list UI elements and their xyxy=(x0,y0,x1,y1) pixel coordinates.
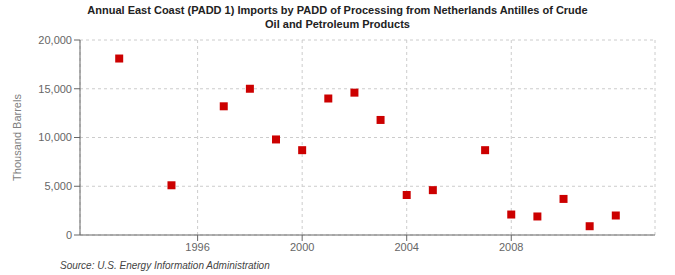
svg-text:10,000: 10,000 xyxy=(38,131,72,143)
svg-text:2008: 2008 xyxy=(499,241,523,253)
svg-text:Thousand Barrels: Thousand Barrels xyxy=(11,94,23,181)
html-text:Oil and Petroleum Products: Oil and Petroleum Products xyxy=(265,18,410,30)
svg-text:2004: 2004 xyxy=(394,241,418,253)
html-text:Source: U.S. Energy Informatio: Source: U.S. Energy Information Administ… xyxy=(60,260,270,271)
svg-text:20,000: 20,000 xyxy=(38,34,72,46)
svg-text:2000: 2000 xyxy=(290,241,314,253)
svg-text:1996: 1996 xyxy=(185,241,209,253)
html-text:Annual East Coast (PADD 1) Imp: Annual East Coast (PADD 1) Imports by PA… xyxy=(87,4,588,16)
svg-text:0: 0 xyxy=(66,229,72,241)
svg-text:15,000: 15,000 xyxy=(38,83,72,95)
svg-text:5,000: 5,000 xyxy=(44,180,72,192)
